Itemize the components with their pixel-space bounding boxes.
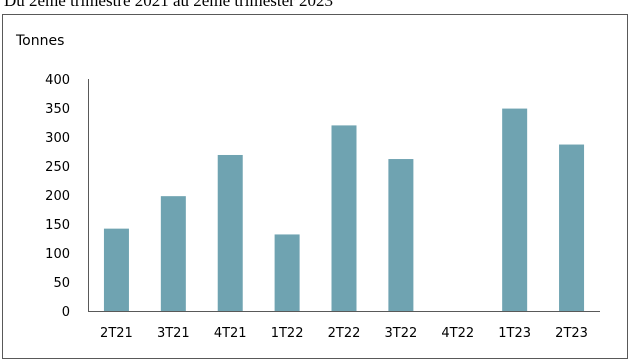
y-tick-label: 100 <box>45 247 70 262</box>
y-tick-label: 50 <box>53 276 70 291</box>
y-tick-label: 150 <box>45 218 70 233</box>
bar <box>502 108 528 311</box>
x-tick-label: 3T22 <box>385 326 418 341</box>
y-tick-label: 200 <box>45 189 70 204</box>
bar <box>274 234 300 311</box>
x-tick-label: 2T23 <box>555 326 588 341</box>
x-tick-label: 4T22 <box>441 326 474 341</box>
y-tick-label: 300 <box>45 131 70 146</box>
y-tick-label: 350 <box>45 102 70 117</box>
bar <box>103 228 129 311</box>
x-tick-label: 3T21 <box>157 326 190 341</box>
x-tick-label: 1T22 <box>271 326 304 341</box>
y-tick-labels: 0 50 100 150 200 250 300 350 400 <box>45 73 70 320</box>
y-tick-label: 0 <box>62 305 70 320</box>
bar <box>559 144 585 311</box>
chart-subtitle: Du 2ème trimestre 2021 au 2ème trimester… <box>4 0 334 10</box>
bar <box>217 154 243 311</box>
x-tick-label: 2T22 <box>328 326 361 341</box>
bars <box>103 108 585 312</box>
chart-frame <box>2 14 628 359</box>
x-tick-label: 4T21 <box>214 326 247 341</box>
x-tick-label: 2T21 <box>100 326 133 341</box>
x-tick-label: 1T23 <box>498 326 531 341</box>
y-tick-label: 400 <box>45 73 70 88</box>
y-tick-label: 250 <box>45 160 70 175</box>
bar <box>331 125 357 312</box>
bar <box>388 159 414 311</box>
bar <box>160 196 186 311</box>
y-axis-label: Tonnes <box>15 33 64 49</box>
x-tick-labels: 2T21 3T21 4T21 1T22 2T22 3T22 4T22 1T23 2T23 <box>100 326 588 341</box>
